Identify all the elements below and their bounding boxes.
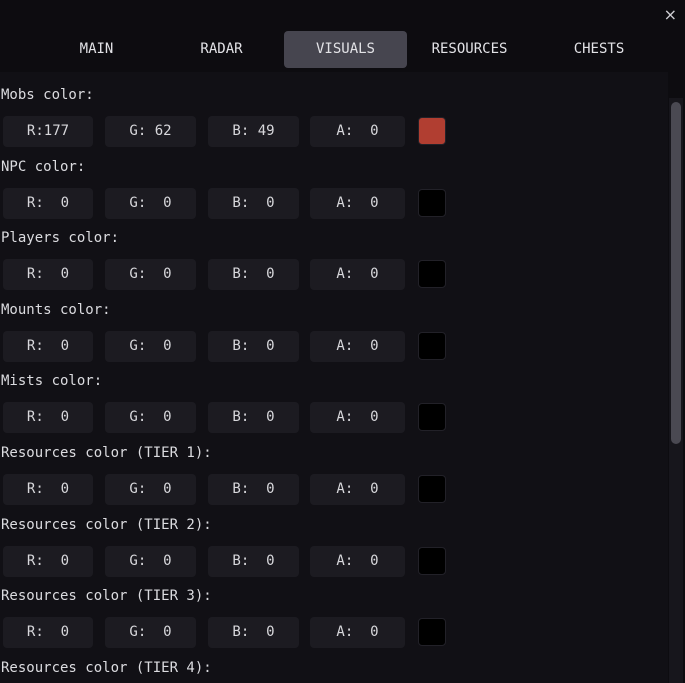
setting-label: Resources color (TIER 1): — [1, 445, 212, 461]
alpha-input[interactable]: A: 0 — [310, 116, 405, 147]
alpha-input[interactable]: A: 0 — [310, 402, 405, 434]
color-setting-row: Mists color: R: 0 G: 0 B: 0 A: 0 — [0, 365, 668, 434]
color-swatch[interactable] — [418, 260, 446, 289]
color-swatch[interactable] — [418, 618, 446, 647]
scrollbar-thumb[interactable] — [671, 102, 681, 444]
setting-label: NPC color: — [1, 158, 86, 175]
blue-input[interactable]: B: 0 — [208, 474, 299, 505]
blue-input[interactable]: B: 0 — [208, 545, 299, 577]
setting-label: Players color: — [1, 230, 120, 247]
color-swatch[interactable] — [418, 475, 446, 503]
red-input[interactable]: R: 0 — [3, 330, 93, 362]
green-input[interactable]: G: 0 — [105, 259, 196, 291]
setting-label: Resources color (TIER 2): — [1, 516, 212, 533]
blue-input[interactable]: B: 0 — [208, 617, 299, 649]
green-input[interactable]: G: 0 — [105, 545, 196, 577]
color-swatch[interactable] — [418, 546, 446, 575]
setting-label: Resources color (TIER 3): — [1, 588, 212, 605]
color-swatch[interactable] — [418, 331, 446, 360]
green-input[interactable]: G: 62 — [105, 116, 196, 147]
setting-label: Mounts color: — [1, 301, 111, 318]
alpha-input[interactable]: A: 0 — [310, 617, 405, 649]
tab-chests[interactable]: CHESTS — [573, 41, 625, 57]
color-swatch[interactable] — [418, 403, 446, 432]
color-setting-row: Players color: R: 0 G: 0 B: 0 A: 0 — [0, 222, 668, 291]
blue-input[interactable]: B: 0 — [208, 187, 299, 219]
red-input[interactable]: R: 0 — [3, 474, 93, 505]
green-input[interactable]: G: 0 — [105, 617, 196, 649]
red-input[interactable]: R: 0 — [3, 402, 93, 434]
color-setting-row: Mounts color: R: 0 G: 0 B: 0 A: 0 — [0, 294, 668, 362]
close-icon[interactable]: × — [663, 5, 677, 24]
green-input[interactable]: G: 0 — [105, 402, 196, 434]
tab-visuals[interactable]: VISUALS — [284, 31, 407, 68]
alpha-input[interactable]: A: 0 — [310, 474, 405, 505]
red-input[interactable]: R: 0 — [3, 187, 93, 219]
tab-main[interactable]: MAIN — [79, 41, 114, 57]
setting-label: Resources color (TIER 4): — [1, 659, 212, 676]
blue-input[interactable]: B: 0 — [208, 259, 299, 291]
alpha-input[interactable]: A: 0 — [310, 259, 405, 291]
red-input[interactable]: R: 0 — [3, 259, 93, 291]
alpha-input[interactable]: A: 0 — [310, 545, 405, 577]
alpha-input[interactable]: A: 0 — [310, 187, 405, 219]
visuals-panel: Mobs color: R:177 G: 62 B: 49 A: 0 NPC color:… — [0, 72, 668, 683]
alpha-input[interactable]: A: 0 — [310, 330, 405, 362]
blue-input[interactable]: B: 49 — [208, 116, 299, 147]
red-input[interactable]: R:177 — [3, 116, 93, 147]
green-input[interactable]: G: 0 — [105, 474, 196, 505]
color-setting-row: Resources color (TIER 3): R: 0 G: 0 B: 0 A: … — [0, 580, 668, 649]
green-input[interactable]: G: 0 — [105, 330, 196, 362]
color-setting-row: Resources color (TIER 1): R: 0 G: 0 B: 0 A: … — [0, 437, 668, 505]
color-setting-row: Resources color (TIER 2): R: 0 G: 0 B: 0 A: … — [0, 509, 668, 577]
scrollbar[interactable] — [669, 98, 683, 683]
blue-input[interactable]: B: 0 — [208, 402, 299, 434]
tab-resources[interactable]: RESOURCES — [431, 41, 508, 57]
blue-input[interactable]: B: 0 — [208, 330, 299, 362]
color-setting-row: Resources color (TIER 4): — [0, 652, 668, 678]
color-setting-row: NPC color: R: 0 G: 0 B: 0 A: 0 — [0, 151, 668, 219]
setting-label: Mobs color: — [1, 87, 94, 103]
tab-bar: MAIN RADAR VISUALS RESOURCES CHESTS — [34, 31, 666, 68]
color-swatch[interactable] — [418, 117, 446, 145]
green-input[interactable]: G: 0 — [105, 187, 196, 219]
color-setting-row: Mobs color: R:177 G: 62 B: 49 A: 0 — [0, 79, 668, 147]
color-swatch[interactable] — [418, 188, 446, 217]
red-input[interactable]: R: 0 — [3, 545, 93, 577]
tab-radar[interactable]: RADAR — [200, 41, 243, 57]
setting-label: Mists color: — [1, 373, 103, 390]
red-input[interactable]: R: 0 — [3, 617, 93, 649]
